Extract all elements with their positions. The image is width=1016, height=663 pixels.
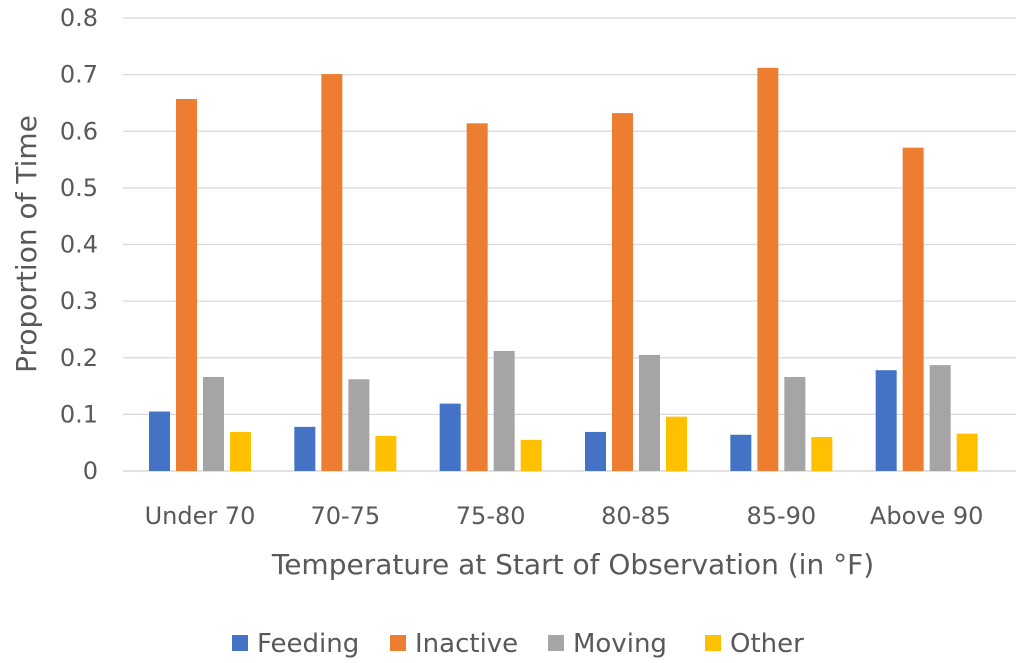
y-tick-label: 0.3 — [60, 287, 98, 315]
legend-label-inactive: Inactive — [415, 629, 518, 659]
bar-feeding-0 — [149, 411, 170, 471]
legend-label-feeding: Feeding — [257, 629, 359, 659]
x-tick-label: 85-90 — [746, 502, 816, 530]
bar-inactive-3 — [612, 113, 633, 471]
bar-moving-1 — [348, 379, 370, 471]
x-axis-title: Temperature at Start of Observation (in … — [271, 548, 874, 581]
legend-swatch-moving — [548, 635, 564, 651]
y-tick-label: 0.2 — [60, 344, 98, 372]
y-tick-label: 0.6 — [60, 117, 98, 145]
bar-inactive-5 — [902, 147, 924, 471]
bar-other-5 — [956, 433, 978, 471]
y-tick-label: 0.7 — [60, 61, 98, 89]
legend: Feeding Inactive Moving Other — [232, 629, 804, 659]
bar-other-2 — [520, 439, 542, 471]
y-tick-label: 0.8 — [60, 4, 98, 32]
y-tick-label: 0.1 — [60, 400, 98, 428]
x-tick-label: 80-85 — [601, 502, 671, 530]
x-tick-label: 70-75 — [310, 502, 380, 530]
bar-other-0 — [230, 431, 251, 471]
x-tick-label: 75-80 — [456, 502, 526, 530]
legend-label-other: Other — [730, 629, 804, 659]
legend-label-moving: Moving — [573, 629, 667, 659]
x-tick-labels: Under 70 70-75 75-80 80-85 85-90 Above 90 — [145, 502, 984, 530]
bar-moving-4 — [784, 377, 806, 471]
bar-inactive-4 — [757, 67, 779, 471]
y-axis-title: Proportion of Time — [10, 115, 43, 373]
y-tick-labels: 0 0.1 0.2 0.3 0.4 0.5 0.6 0.7 0.8 — [60, 4, 98, 485]
x-tick-label: Under 70 — [145, 502, 256, 530]
bar-feeding-5 — [875, 370, 897, 471]
bar-moving-3 — [639, 354, 660, 471]
bar-moving-0 — [203, 377, 224, 471]
bar-feeding-2 — [439, 403, 461, 471]
bar-inactive-1 — [321, 74, 343, 471]
legend-swatch-inactive — [390, 635, 406, 651]
bars — [149, 67, 978, 471]
y-tick-label: 0 — [83, 457, 98, 485]
y-tick-label: 0.4 — [60, 231, 98, 259]
bar-feeding-4 — [730, 434, 752, 471]
bar-inactive-0 — [176, 98, 197, 471]
y-tick-label: 0.5 — [60, 174, 98, 202]
bar-feeding-3 — [585, 431, 606, 471]
bar-moving-5 — [929, 365, 951, 471]
bar-other-1 — [375, 435, 397, 471]
bar-inactive-2 — [466, 123, 488, 471]
bar-feeding-1 — [294, 426, 316, 471]
bar-other-3 — [666, 416, 687, 471]
bar-other-4 — [811, 437, 833, 471]
gridlines — [123, 17, 1016, 472]
legend-swatch-feeding — [232, 635, 248, 651]
legend-swatch-other — [705, 635, 721, 651]
x-tick-label: Above 90 — [870, 502, 983, 530]
bar-moving-2 — [493, 350, 515, 471]
